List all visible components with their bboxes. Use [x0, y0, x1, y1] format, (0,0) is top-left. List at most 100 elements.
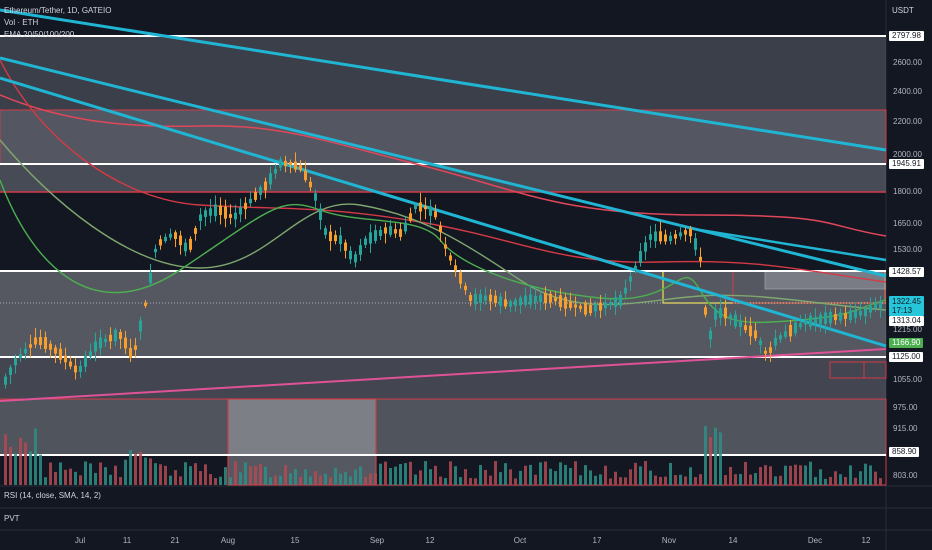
candle-body [854, 310, 857, 318]
candle-body [444, 244, 447, 249]
volume-bar [519, 470, 522, 485]
volume-bar [139, 451, 142, 485]
candle-body [69, 361, 72, 367]
currency-label: USDT [892, 6, 914, 15]
volume-bar [679, 474, 682, 485]
volume-bar [354, 469, 357, 485]
candle-body [379, 229, 382, 237]
price-tick: 2200.00 [893, 117, 922, 126]
candle-body [334, 234, 337, 242]
volume-bar [814, 477, 817, 485]
candle-body [509, 301, 512, 307]
volume-bar [479, 465, 482, 485]
volume-bar [849, 465, 852, 485]
candle-body [589, 304, 592, 314]
volume-bar [249, 465, 252, 485]
price-tick: 1530.00 [893, 245, 922, 254]
price-tick: 1800.00 [893, 187, 922, 196]
candle-body [434, 211, 437, 218]
candle-body [314, 193, 317, 201]
candle-body [709, 330, 712, 340]
candle-body [794, 322, 797, 334]
volume-bar [404, 463, 407, 485]
candle-body [219, 205, 222, 215]
volume-bar [854, 477, 857, 485]
volume-bar [819, 469, 822, 485]
volume-bar [469, 478, 472, 485]
candle-body [29, 344, 32, 348]
candle-body [869, 305, 872, 313]
volume-bar [159, 464, 162, 485]
candle-body [89, 351, 92, 357]
volume-bar [219, 476, 222, 485]
volume-bar [339, 473, 342, 485]
candle-body [194, 228, 197, 234]
range-grey-zone [0, 271, 886, 357]
price-tick: 2400.00 [893, 87, 922, 96]
candle-body [749, 325, 752, 337]
candle-body [394, 229, 397, 234]
candle-body [599, 302, 602, 311]
volume-bar [559, 462, 562, 485]
volume-bar [274, 475, 277, 485]
trendline-1 [0, 8, 887, 152]
candle-body [804, 320, 807, 325]
volume-bar [694, 477, 697, 485]
candle-body [129, 347, 132, 359]
volume-bar [614, 471, 617, 485]
volume-bar [164, 465, 167, 485]
candle-body [539, 295, 542, 302]
candle-body [59, 348, 62, 360]
time-tick: Nov [661, 536, 677, 545]
volume-bar [509, 469, 512, 485]
volume-bar [279, 475, 282, 485]
volume-bar [174, 470, 177, 485]
candle-body [734, 314, 737, 327]
ema20-line [0, 179, 887, 324]
candle-body [819, 314, 822, 324]
candle-body [789, 324, 792, 337]
candle-body [339, 235, 342, 244]
candle-body [839, 312, 842, 321]
rsi-pane-label[interactable]: RSI (14, close, SMA, 14, 2) [4, 491, 101, 500]
volume-bar [364, 476, 367, 485]
candle-body [264, 181, 267, 191]
volume-bar [264, 466, 267, 485]
candle-body [824, 312, 827, 324]
volume-bar [29, 451, 32, 485]
volume-bar [89, 463, 92, 485]
candle-body [609, 302, 612, 306]
volume-bar [134, 454, 137, 485]
candle-body [659, 231, 662, 242]
candle-body [759, 340, 762, 345]
candle-body [124, 337, 127, 349]
volume-bar [69, 468, 72, 485]
candle-body [119, 332, 122, 339]
time-tick: 11 [122, 536, 132, 545]
volume-bar [579, 475, 582, 485]
volume-bar [154, 463, 157, 485]
pvt-pane-label[interactable]: PVT [4, 514, 20, 523]
candle-body [729, 315, 732, 319]
volume-bar [314, 471, 317, 485]
volume-bar [399, 463, 402, 485]
volume-bar [564, 464, 567, 485]
volume-bar [709, 437, 712, 485]
candle-body [279, 159, 282, 168]
volume-bar [744, 461, 747, 485]
candle-body [4, 376, 7, 385]
price-tick: 2000.00 [893, 150, 922, 159]
candle-body [19, 354, 22, 358]
volume-bar [769, 466, 772, 485]
time-tick: 17 [592, 536, 602, 545]
volume-bar [409, 461, 412, 485]
candle-body [209, 208, 212, 216]
volume-bar [449, 461, 452, 485]
volume-bar [359, 466, 362, 485]
candle-body [424, 206, 427, 210]
volume-bar [714, 427, 717, 485]
volume-bar [549, 468, 552, 485]
candle-body [254, 192, 257, 200]
